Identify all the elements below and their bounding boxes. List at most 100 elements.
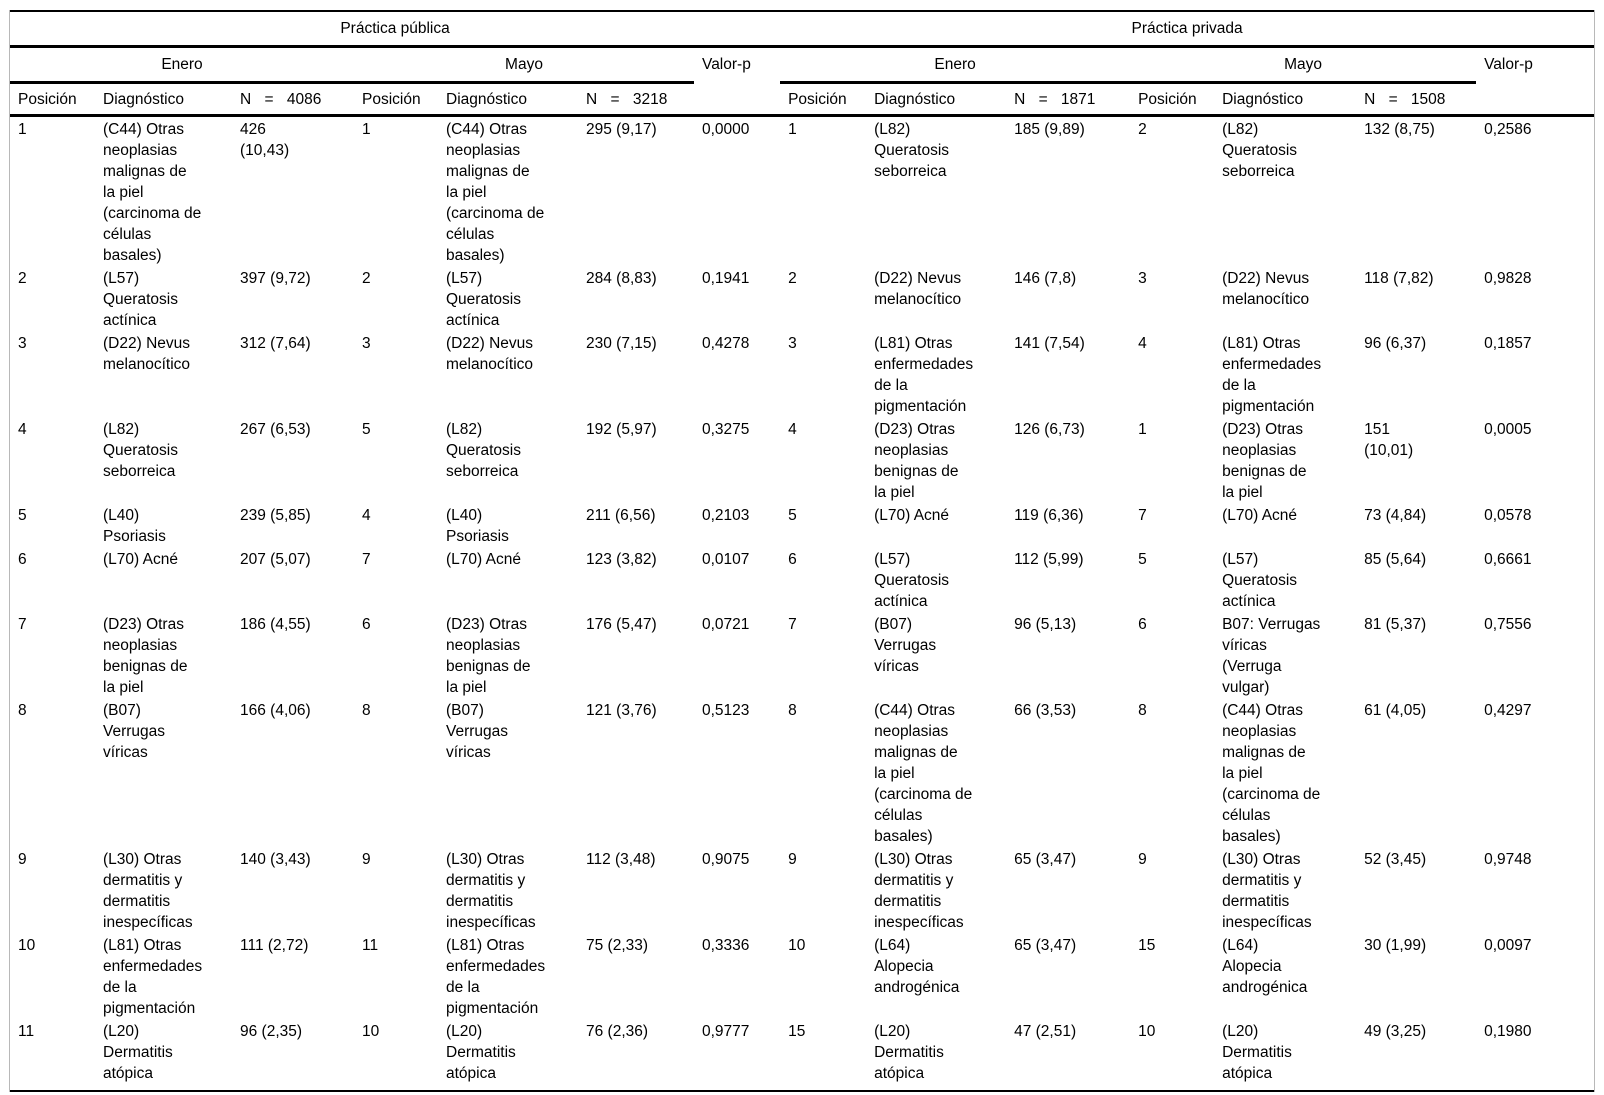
group-title-row: Práctica pública Práctica privada [10, 10, 1595, 48]
posicion-enero-cell: 10 [788, 937, 806, 954]
valor-p-cell: 0,3336 [702, 937, 750, 954]
n-mayo-cell: 295 (9,17) [586, 121, 657, 138]
n-mayo-cell: 192 (5,97) [586, 421, 657, 438]
diagnostico-mayo-publica-header: Diagnóstico [438, 82, 578, 117]
n-enero-cell: 119 (6,36) [1014, 507, 1084, 524]
posicion-enero-cell: 9 [788, 851, 797, 868]
n-enero-cell: 65 (3,47) [1014, 937, 1077, 954]
valorp-header-publica: Valor-p [694, 46, 781, 117]
n-mayo-cell: 76 (2,36) [578, 1019, 694, 1092]
n-enero-cell: 65 (3,47) [1014, 851, 1077, 868]
posicion-mayo-cell: 7 [1138, 507, 1147, 524]
diagnostico-enero-cell: (L57) Queratosis actínica [103, 270, 178, 329]
n-mayo-cell: 96 (6,37) [1364, 335, 1427, 352]
posicion-enero-cell: 6 [788, 551, 797, 568]
n-enero-cell: 66 (3,53) [1014, 702, 1077, 719]
n-mayo-cell: 211 (6,56) [586, 507, 656, 524]
n-enero-cell: 166 (4,06) [240, 702, 311, 719]
group-title-practica-publica: Práctica pública [10, 10, 781, 48]
group-title-practica-privada: Práctica privada [780, 10, 1595, 48]
table-row: 7 (D23) Otras neoplasias benignas de la p… [10, 612, 1594, 698]
n-mayo-cell: 132 (8,75) [1364, 121, 1435, 138]
posicion-mayo-cell: 7 [362, 551, 371, 568]
posicion-enero-cell: 8 [18, 702, 27, 719]
posicion-mayo-cell: 6 [362, 616, 371, 633]
table-body: 1 (C44) Otras neoplasias malignas de la p… [10, 116, 1595, 1092]
n-mayo-cell: 81 (5,37) [1364, 616, 1427, 633]
table-row: 1 (C44) Otras neoplasias malignas de la p… [10, 116, 1594, 267]
posicion-mayo-cell: 2 [1138, 121, 1147, 138]
posicion-enero-cell: 5 [788, 507, 797, 524]
valor-p-cell: 0,9075 [702, 851, 750, 868]
n-enero-privada-header: N = 1871 [1006, 82, 1131, 117]
diagnostico-mayo-cell: (D23) Otras neoplasias benignas de la pi… [1222, 421, 1307, 501]
diagnostico-mayo-cell: (L20) Dermatitis atópica [438, 1019, 578, 1092]
posicion-enero-cell: 8 [788, 702, 797, 719]
valor-p-cell: 0,9748 [1484, 851, 1532, 868]
table-row: 2 (L57) Queratosis actínica 397 (9,72) 2 (L5… [10, 266, 1594, 331]
posicion-mayo-cell: 15 [1138, 937, 1156, 954]
table-row: 10 (L81) Otras enfermedades de la pigment… [10, 933, 1594, 1019]
posicion-mayo-cell: 4 [362, 507, 371, 524]
posicion-enero-cell: 2 [18, 270, 27, 287]
month-header-mayo-publica: Mayo [354, 46, 694, 84]
posicion-enero-cell: 7 [788, 616, 797, 633]
posicion-mayo-cell: 10 [354, 1019, 438, 1092]
diagnostico-enero-publica-header: Diagnóstico [95, 82, 232, 117]
posicion-enero-cell: 6 [18, 551, 27, 568]
posicion-mayo-cell: 6 [1138, 616, 1147, 633]
diagnostico-enero-cell: (L40) Psoriasis [103, 507, 166, 545]
diagnostico-enero-cell: (L64) Alopecia androgénica [874, 937, 960, 996]
valor-p-cell: 0,1980 [1476, 1019, 1595, 1092]
posicion-mayo-cell: 3 [1138, 270, 1147, 287]
posicion-enero-cell: 11 [10, 1019, 95, 1092]
posicion-enero-cell: 4 [18, 421, 27, 438]
valor-p-cell: 0,9828 [1484, 270, 1532, 287]
valor-p-cell: 0,2103 [702, 507, 750, 524]
diagnostico-enero-cell: (L81) Otras enfermedades de la pigmentac… [103, 937, 203, 1017]
n-enero-cell: 140 (3,43) [240, 851, 311, 868]
diagnostico-mayo-cell: (L82) Queratosis seborreica [1222, 121, 1298, 180]
n-mayo-cell: 284 (8,83) [586, 270, 657, 287]
table-row: 4 (L82) Queratosis seborreica 267 (6,53) 5 (… [10, 417, 1594, 503]
n-mayo-cell: 176 (5,47) [586, 616, 657, 633]
diagnoses-comparison-table-container: Práctica pública Práctica privada Enero … [9, 10, 1595, 1092]
posicion-enero-cell: 7 [18, 616, 27, 633]
diagnostico-mayo-cell: (L70) Acné [1222, 507, 1298, 524]
valor-p-cell: 0,2586 [1484, 121, 1532, 138]
posicion-mayo-cell: 2 [362, 270, 371, 287]
n-enero-cell: 207 (5,07) [240, 551, 311, 568]
diagnostico-enero-cell: (B07) Verrugas víricas [103, 702, 166, 761]
diagnostico-enero-cell: (L30) Otras dermatitis y dermatitis ines… [103, 851, 193, 931]
n-mayo-cell: 112 (3,48) [586, 851, 656, 868]
posicion-mayo-cell: 10 [1130, 1019, 1215, 1092]
table-row: 11 (L20) Dermatitis atópica 96 (2,35) 10 (L2… [10, 1019, 1595, 1092]
diagnostico-mayo-cell: (L82) Queratosis seborreica [446, 421, 521, 480]
n-enero-cell: 186 (4,55) [240, 616, 311, 633]
diagnostico-enero-cell: (D23) Otras neoplasias benignas de la pi… [874, 421, 959, 501]
n-enero-cell: 141 (7,54) [1014, 335, 1085, 352]
n-mayo-cell: 123 (3,82) [586, 551, 657, 568]
posicion-mayo-cell: 8 [362, 702, 371, 719]
valor-p-cell: 0,6661 [1484, 551, 1532, 568]
diagnostico-mayo-cell: (L64) Alopecia androgénica [1222, 937, 1308, 996]
n-mayo-cell: 75 (2,33) [586, 937, 649, 954]
posicion-enero-cell: 9 [18, 851, 27, 868]
n-enero-cell: 185 (9,89) [1014, 121, 1085, 138]
posicion-enero-cell: 3 [18, 335, 27, 352]
posicion-enero-cell: 1 [18, 121, 27, 138]
n-enero-cell: 312 (7,64) [240, 335, 311, 352]
valor-p-cell: 0,0578 [1484, 507, 1532, 524]
diagnostico-mayo-cell: (L57) Queratosis actínica [446, 270, 521, 329]
diagnostico-mayo-cell: (D22) Nevus melanocítico [1222, 270, 1310, 308]
diagnostico-enero-cell: (L70) Acné [874, 507, 950, 524]
n-mayo-cell: 30 (1,99) [1364, 937, 1427, 954]
diagnostico-enero-cell: (B07) Verrugas víricas [874, 616, 937, 675]
posicion-enero-cell: 3 [788, 335, 797, 352]
diagnostico-enero-cell: (L81) Otras enfermedades de la pigmentac… [874, 335, 974, 415]
diagnostico-mayo-cell: (L30) Otras dermatitis y dermatitis ines… [1222, 851, 1312, 931]
diagnostico-mayo-cell: (L81) Otras enfermedades de la pigmentac… [1222, 335, 1322, 415]
posicion-mayo-cell: 5 [362, 421, 371, 438]
n-enero-cell: 112 (5,99) [1014, 551, 1084, 568]
table-row: 3 (D22) Nevus melanocítico 312 (7,64) 3 (D22… [10, 331, 1594, 417]
